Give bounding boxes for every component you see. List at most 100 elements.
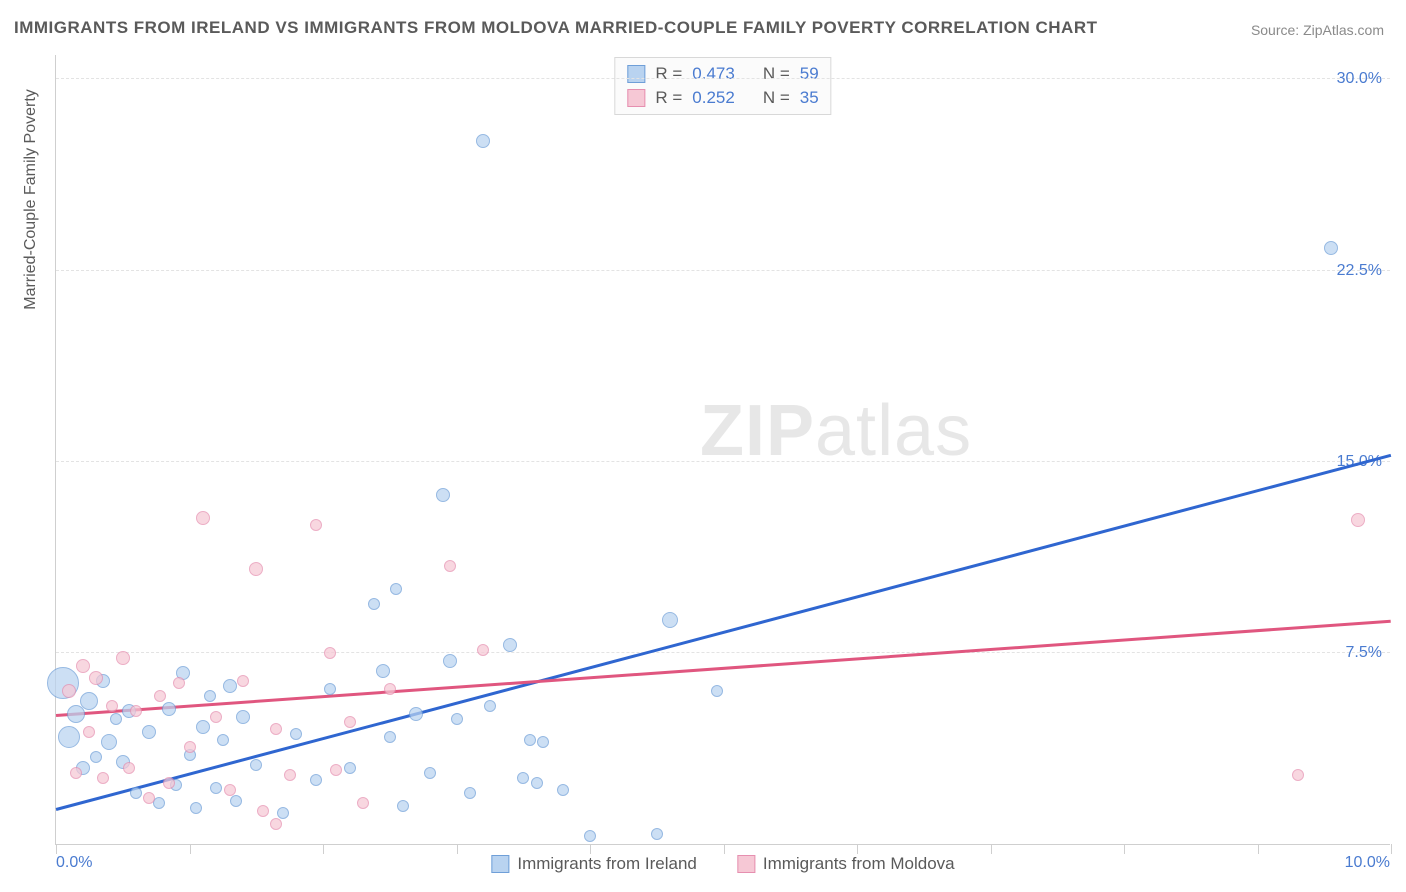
- y-tick-label: 30.0%: [1337, 70, 1382, 88]
- trend-line: [56, 454, 1392, 811]
- data-point: [284, 769, 296, 781]
- data-point: [484, 700, 496, 712]
- n-value: 59: [800, 64, 819, 84]
- data-point: [537, 736, 549, 748]
- data-point: [97, 772, 109, 784]
- data-point: [173, 677, 185, 689]
- x-axis-min-label: 0.0%: [56, 854, 92, 872]
- data-point: [190, 802, 202, 814]
- r-value: 0.473: [692, 64, 735, 84]
- data-point: [230, 795, 242, 807]
- data-point: [384, 683, 396, 695]
- data-point: [357, 797, 369, 809]
- x-tick: [457, 844, 458, 854]
- x-tick: [857, 844, 858, 854]
- data-point: [236, 710, 250, 724]
- x-tick: [1258, 844, 1259, 854]
- data-point: [80, 692, 98, 710]
- data-point: [390, 583, 402, 595]
- data-point: [70, 767, 82, 779]
- data-point: [123, 762, 135, 774]
- data-point: [1351, 513, 1365, 527]
- data-point: [249, 562, 263, 576]
- data-point: [324, 683, 336, 695]
- x-tick: [323, 844, 324, 854]
- data-point: [477, 644, 489, 656]
- data-point: [163, 777, 175, 789]
- series-legend: Immigrants from Ireland Immigrants from M…: [491, 854, 954, 874]
- source-label: Source: ZipAtlas.com: [1251, 22, 1384, 38]
- data-point: [476, 134, 490, 148]
- data-point: [503, 638, 517, 652]
- x-tick: [1391, 844, 1392, 854]
- data-point: [290, 728, 302, 740]
- data-point: [90, 751, 102, 763]
- data-point: [310, 774, 322, 786]
- data-point: [651, 828, 663, 840]
- y-tick-label: 7.5%: [1346, 644, 1382, 662]
- data-point: [142, 725, 156, 739]
- data-point: [196, 511, 210, 525]
- data-point: [436, 488, 450, 502]
- data-point: [204, 690, 216, 702]
- x-tick: [190, 844, 191, 854]
- data-point: [237, 675, 249, 687]
- scatter-plot: R =0.473N =59R =0.252N =35 Immigrants fr…: [55, 55, 1390, 845]
- data-point: [524, 734, 536, 746]
- data-point: [517, 772, 529, 784]
- legend-swatch: [737, 855, 755, 873]
- data-point: [384, 731, 396, 743]
- data-point: [250, 759, 262, 771]
- data-point: [531, 777, 543, 789]
- data-point: [130, 705, 142, 717]
- legend-item: Immigrants from Moldova: [737, 854, 955, 874]
- data-point: [368, 598, 380, 610]
- data-point: [217, 734, 229, 746]
- data-point: [443, 654, 457, 668]
- gridline: [56, 270, 1390, 271]
- data-point: [557, 784, 569, 796]
- x-tick: [1124, 844, 1125, 854]
- legend-swatch: [627, 89, 645, 107]
- data-point: [1292, 769, 1304, 781]
- data-point: [344, 762, 356, 774]
- y-tick-label: 22.5%: [1337, 262, 1382, 280]
- legend-row: R =0.252N =35: [627, 86, 818, 110]
- data-point: [1324, 241, 1338, 255]
- r-value: 0.252: [692, 88, 735, 108]
- data-point: [110, 713, 122, 725]
- data-point: [711, 685, 723, 697]
- gridline: [56, 78, 1390, 79]
- data-point: [584, 830, 596, 842]
- legend-label: Immigrants from Moldova: [763, 854, 955, 874]
- correlation-legend: R =0.473N =59R =0.252N =35: [614, 57, 831, 115]
- data-point: [210, 711, 222, 723]
- data-point: [464, 787, 476, 799]
- data-point: [451, 713, 463, 725]
- data-point: [76, 659, 90, 673]
- legend-item: Immigrants from Ireland: [491, 854, 697, 874]
- data-point: [130, 787, 142, 799]
- data-point: [83, 726, 95, 738]
- data-point: [224, 784, 236, 796]
- data-point: [424, 767, 436, 779]
- data-point: [106, 700, 118, 712]
- data-point: [89, 671, 103, 685]
- data-point: [310, 519, 322, 531]
- data-point: [154, 690, 166, 702]
- data-point: [143, 792, 155, 804]
- data-point: [344, 716, 356, 728]
- y-axis-title: Married-Couple Family Poverty: [22, 89, 40, 310]
- x-tick: [724, 844, 725, 854]
- x-tick: [590, 844, 591, 854]
- data-point: [58, 726, 80, 748]
- legend-label: Immigrants from Ireland: [517, 854, 697, 874]
- n-value: 35: [800, 88, 819, 108]
- data-point: [324, 647, 336, 659]
- data-point: [196, 720, 210, 734]
- data-point: [162, 702, 176, 716]
- data-point: [184, 741, 196, 753]
- x-tick: [991, 844, 992, 854]
- gridline: [56, 652, 1390, 653]
- legend-row: R =0.473N =59: [627, 62, 818, 86]
